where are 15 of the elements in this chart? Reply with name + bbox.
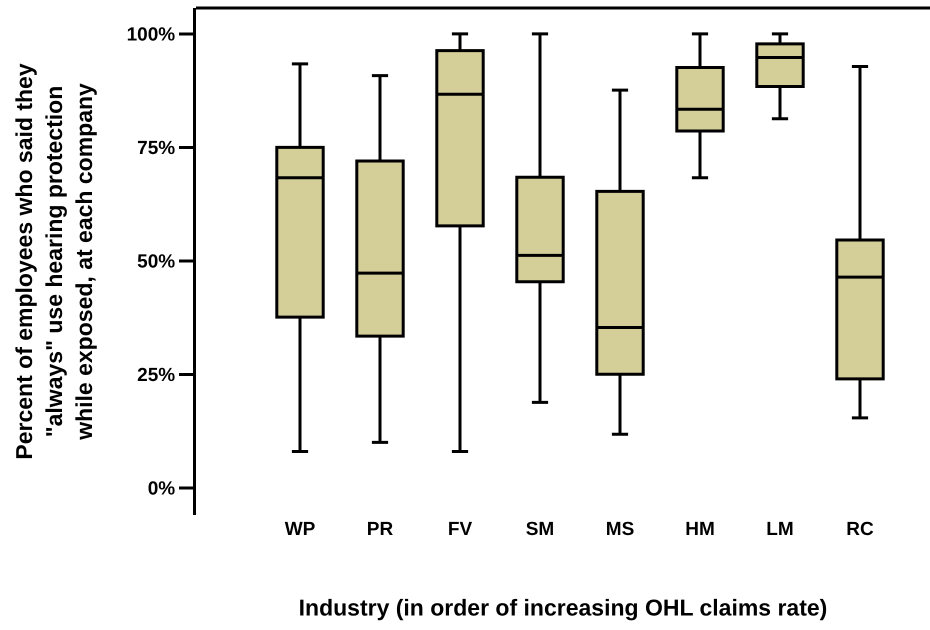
x-tick-label: RC: [846, 519, 874, 540]
x-tick-label: HM: [685, 519, 715, 540]
y-tick-label: 0%: [148, 478, 176, 500]
y-tick-label: 50%: [137, 251, 176, 272]
x-tick-label: SM: [526, 519, 554, 540]
x-tick-label: LM: [766, 519, 794, 540]
x-tick-label: WP: [284, 519, 316, 540]
x-axis-title: Industry (in order of increasing OHL claims rate): [298, 594, 828, 621]
x-tick-label: FV: [448, 519, 472, 540]
y-tick-label: 25%: [137, 364, 176, 386]
x-tick-label: MS: [606, 519, 634, 540]
y-tick-label: 75%: [137, 138, 176, 159]
x-tick-label: PR: [366, 519, 394, 540]
y-axis-title: Percent of employees who said they "always" use hearing protection while exposed, at each company: [11, 63, 98, 460]
y-tick-label: 100%: [126, 24, 176, 46]
